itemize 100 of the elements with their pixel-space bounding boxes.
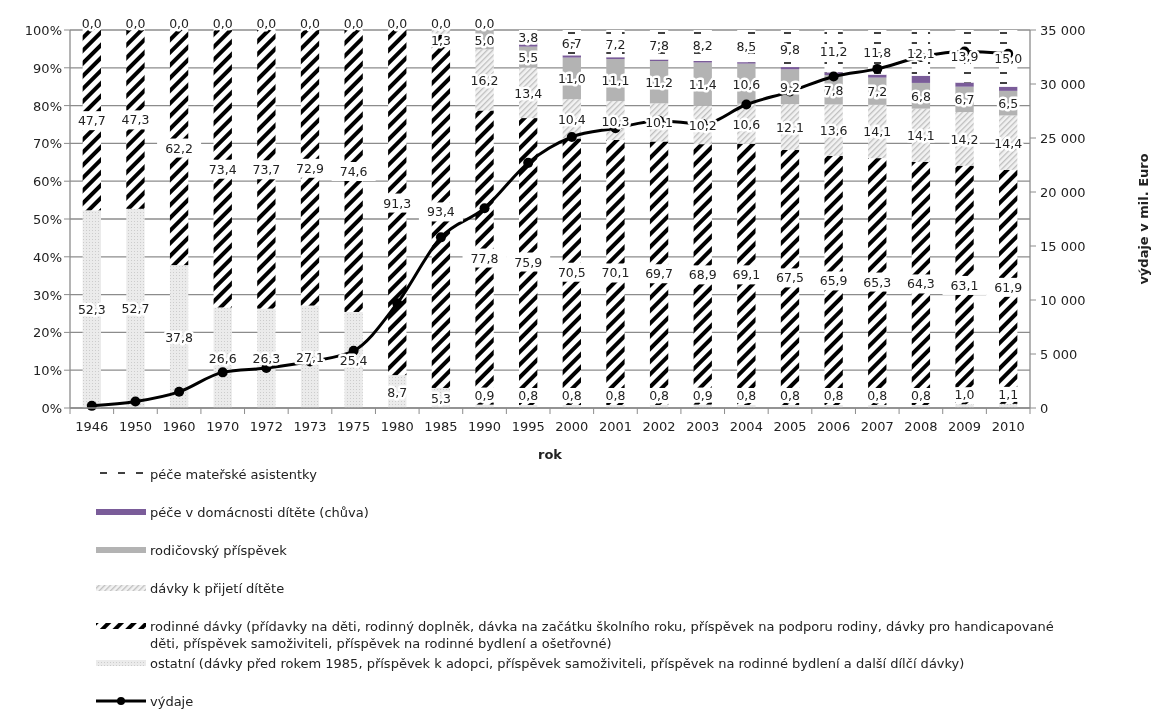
data-label: 13,6 <box>819 123 848 139</box>
x-axis-title: rok <box>538 447 563 462</box>
data-label: 14,4 <box>994 135 1023 151</box>
data-label: 7,2 <box>867 84 888 100</box>
data-label: 75,9 <box>514 254 543 270</box>
data-label: 6,5 <box>998 96 1019 112</box>
y-tick-label: 10% <box>33 363 62 379</box>
data-label: 14,2 <box>950 131 979 147</box>
data-label: 67,5 <box>776 270 804 286</box>
data-label: 77,8 <box>470 250 499 266</box>
data-label: 3,8 <box>518 30 539 46</box>
data-label: 7,8 <box>649 37 670 53</box>
data-label: 52,7 <box>121 301 150 317</box>
x-tick-label: 2005 <box>773 419 807 434</box>
data-label: 14,1 <box>906 128 935 144</box>
data-label: 0,8 <box>867 387 888 403</box>
data-label: 7,8 <box>823 82 844 98</box>
y2-tick-label: 35 000 <box>1040 23 1086 38</box>
data-label: 64,3 <box>906 276 935 292</box>
x-tick-label: 2002 <box>642 419 676 434</box>
y2-tick-label: 15 000 <box>1040 239 1086 254</box>
x-tick-label: 1972 <box>249 419 283 434</box>
data-label: 0,8 <box>561 387 582 403</box>
data-label: 73,4 <box>208 161 237 177</box>
data-label: 0,8 <box>910 387 931 403</box>
data-label: 7,2 <box>605 36 626 52</box>
data-label: 70,1 <box>601 265 630 281</box>
data-label: 0,0 <box>343 16 364 31</box>
data-label: 52,3 <box>77 302 106 318</box>
y2-tick-label: 0 <box>1040 401 1049 416</box>
data-label: 0,9 <box>474 387 495 403</box>
data-label: 5,0 <box>474 32 495 48</box>
legend-label: dávky k přijetí dítěte <box>150 581 285 596</box>
data-label: 10,6 <box>732 76 761 92</box>
y-tick-label: 20% <box>33 325 62 341</box>
data-label: 0,0 <box>300 16 320 31</box>
y2-tick-label: 25 000 <box>1040 131 1086 146</box>
data-label: 6,7 <box>561 35 582 51</box>
data-label: 47,7 <box>77 113 106 129</box>
data-label: 47,3 <box>121 112 150 128</box>
data-label: 37,8 <box>165 329 194 345</box>
y-tick-label: 80% <box>33 98 62 114</box>
data-label: 0,8 <box>823 387 844 403</box>
data-label: 8,7 <box>387 384 408 400</box>
data-label: 15,0 <box>994 51 1023 67</box>
legend-label: péče mateřské asistentky <box>150 467 318 482</box>
x-tick-label: 2007 <box>860 419 894 434</box>
y-tick-label: 0% <box>41 401 62 416</box>
data-label: 9,8 <box>780 41 800 57</box>
data-label: 0,0 <box>474 16 495 32</box>
x-tick-label: 2008 <box>904 419 938 434</box>
data-label: 0,0 <box>430 16 451 31</box>
data-label: 69,1 <box>732 267 761 283</box>
data-label: 61,9 <box>994 279 1023 295</box>
data-label: 68,9 <box>688 267 717 283</box>
y2-axis-title: výdaje v mil. Euro <box>1136 153 1151 285</box>
data-label: 11,4 <box>688 77 717 93</box>
data-label: 11,2 <box>645 75 674 91</box>
data-label: 72,9 <box>296 160 324 176</box>
y2-tick-label: 20 000 <box>1040 185 1086 200</box>
data-label: 0,8 <box>780 387 800 403</box>
x-tick-label: 1985 <box>424 419 458 434</box>
data-label: 0,8 <box>736 387 757 403</box>
y-tick-label: 90% <box>33 60 62 76</box>
data-label: 10,1 <box>645 115 674 131</box>
data-label: 0,0 <box>387 16 408 31</box>
legend-label: rodičovský příspěvek <box>150 543 288 558</box>
y-tick-label: 100% <box>24 23 62 38</box>
data-label: 11,8 <box>863 45 892 61</box>
data-label: 69,7 <box>645 266 674 282</box>
data-label: 0,0 <box>125 16 146 31</box>
x-tick-label: 1970 <box>206 419 240 434</box>
y2-tick-label: 10 000 <box>1040 293 1086 308</box>
y2-tick-label: 30 000 <box>1040 77 1086 92</box>
data-label: 25,4 <box>339 352 368 368</box>
data-label: 62,2 <box>165 140 194 156</box>
data-label: 8,2 <box>692 38 713 54</box>
x-tick-label: 2004 <box>729 419 763 434</box>
data-label: 70,5 <box>557 264 586 280</box>
x-tick-label: 1973 <box>293 419 327 434</box>
data-label: 5,5 <box>518 50 539 66</box>
x-tick-label: 1990 <box>468 419 502 434</box>
x-tick-label: 1980 <box>380 419 414 434</box>
y-tick-label: 70% <box>33 136 62 152</box>
data-label: 93,4 <box>426 204 455 220</box>
data-label: 8,5 <box>736 39 757 55</box>
data-label: 1,1 <box>998 386 1019 402</box>
y-tick-label: 50% <box>33 212 62 227</box>
legend-label: ostatní (dávky před rokem 1985, příspěvek k adopci, příspěvek samoživiteli, příspěvek na rodinné bydlení a další dílčí dávky) <box>150 656 965 671</box>
data-label: 65,9 <box>819 273 848 289</box>
data-label: 14,1 <box>863 124 892 140</box>
y-tick-label: 30% <box>33 287 62 303</box>
legend-label: rodinné dávky (přídavky na děti, rodinný doplněk, dávka na začátku školního roku, příspěvek na podporu rodiny, dávky pro handicapované děti, příspěvek samoživiteli, příspěvek na rodinné bydlení a ošetřovné) <box>150 619 1054 651</box>
data-label: 0,0 <box>169 16 190 31</box>
data-label: 0,8 <box>518 387 539 403</box>
data-label: 1,0 <box>954 387 975 403</box>
x-tick-label: 2010 <box>991 419 1025 434</box>
data-label: 11,1 <box>601 73 630 89</box>
data-label: 74,6 <box>339 163 368 179</box>
data-label: 63,1 <box>950 277 979 293</box>
